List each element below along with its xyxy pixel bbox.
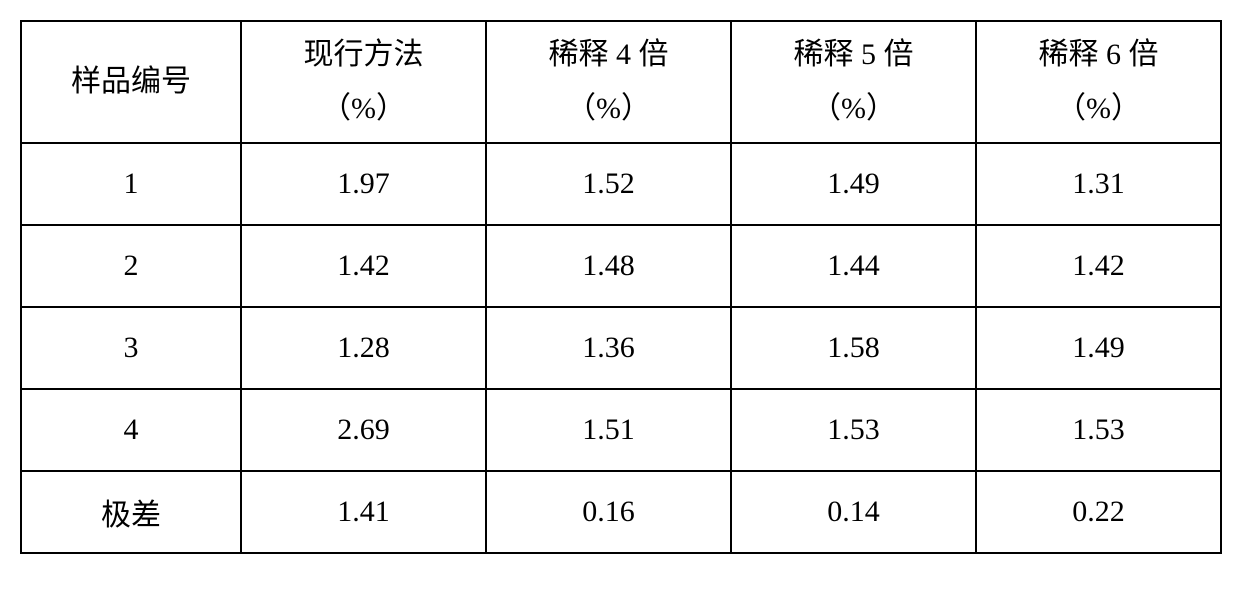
col-header-line2: （%） bbox=[732, 82, 975, 136]
table-row: 3 1.28 1.36 1.58 1.49 bbox=[21, 307, 1221, 389]
col-header-current-method: 现行方法 （%） bbox=[241, 21, 486, 143]
col-header-line1: 稀释 5 倍 bbox=[732, 28, 975, 82]
cell-value: 1.42 bbox=[241, 225, 486, 307]
col-header-line1: 稀释 4 倍 bbox=[487, 28, 730, 82]
table-row: 1 1.97 1.52 1.49 1.31 bbox=[21, 143, 1221, 225]
cell-value: 0.22 bbox=[976, 471, 1221, 553]
cell-value: 1.49 bbox=[976, 307, 1221, 389]
table-header-row: 样品编号 现行方法 （%） 稀释 4 倍 （%） 稀释 5 倍 （%） 稀释 6… bbox=[21, 21, 1221, 143]
cell-value: 1.52 bbox=[486, 143, 731, 225]
col-header-line1: 样品编号 bbox=[22, 55, 240, 109]
col-header-dilute-6x: 稀释 6 倍 （%） bbox=[976, 21, 1221, 143]
col-header-line1: 现行方法 bbox=[242, 28, 485, 82]
table-row: 4 2.69 1.51 1.53 1.53 bbox=[21, 389, 1221, 471]
cell-value: 1.36 bbox=[486, 307, 731, 389]
cell-value: 1.31 bbox=[976, 143, 1221, 225]
cell-range-label: 极差 bbox=[21, 471, 241, 553]
cell-sample-id: 1 bbox=[21, 143, 241, 225]
cell-sample-id: 2 bbox=[21, 225, 241, 307]
table-row: 2 1.42 1.48 1.44 1.42 bbox=[21, 225, 1221, 307]
cell-value: 1.28 bbox=[241, 307, 486, 389]
col-header-dilute-5x: 稀释 5 倍 （%） bbox=[731, 21, 976, 143]
col-header-sample-id: 样品编号 bbox=[21, 21, 241, 143]
col-header-line2: （%） bbox=[977, 82, 1220, 136]
col-header-line2: （%） bbox=[487, 82, 730, 136]
cell-value: 1.58 bbox=[731, 307, 976, 389]
cell-value: 1.53 bbox=[731, 389, 976, 471]
cell-sample-id: 4 bbox=[21, 389, 241, 471]
cell-value: 0.14 bbox=[731, 471, 976, 553]
cell-value: 1.41 bbox=[241, 471, 486, 553]
col-header-dilute-4x: 稀释 4 倍 （%） bbox=[486, 21, 731, 143]
col-header-line1: 稀释 6 倍 bbox=[977, 28, 1220, 82]
cell-sample-id: 3 bbox=[21, 307, 241, 389]
data-table: 样品编号 现行方法 （%） 稀释 4 倍 （%） 稀释 5 倍 （%） 稀释 6… bbox=[20, 20, 1222, 554]
cell-value: 2.69 bbox=[241, 389, 486, 471]
cell-value: 1.97 bbox=[241, 143, 486, 225]
cell-value: 1.53 bbox=[976, 389, 1221, 471]
cell-value: 1.48 bbox=[486, 225, 731, 307]
cell-value: 1.44 bbox=[731, 225, 976, 307]
col-header-line2: （%） bbox=[242, 82, 485, 136]
cell-value: 0.16 bbox=[486, 471, 731, 553]
table-row-range: 极差 1.41 0.16 0.14 0.22 bbox=[21, 471, 1221, 553]
cell-value: 1.49 bbox=[731, 143, 976, 225]
cell-value: 1.42 bbox=[976, 225, 1221, 307]
cell-value: 1.51 bbox=[486, 389, 731, 471]
